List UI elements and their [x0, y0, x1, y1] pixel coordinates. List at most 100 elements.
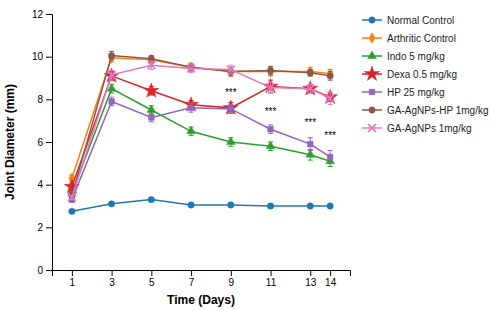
annotation: ***	[324, 130, 336, 141]
chart: 13579111314024681012Time (Days)Joint Dia…	[0, 0, 500, 310]
legend-label: Arthritic Control	[387, 33, 456, 44]
y-tick: 8	[37, 94, 52, 105]
legend-label: HP 25 mg/kg	[387, 87, 445, 98]
error-bar	[228, 105, 233, 114]
series-line	[72, 56, 330, 196]
x-tick-label: 11	[266, 277, 277, 288]
y-tick: 4	[37, 179, 52, 190]
y-tick-mark	[46, 185, 52, 186]
x-tick-mark	[231, 270, 232, 276]
point	[187, 65, 195, 73]
x-tick: 14	[325, 270, 337, 288]
x-tick: 11	[266, 270, 277, 288]
y-tick-label: 0	[37, 265, 43, 276]
legend-swatch-marker	[369, 107, 375, 113]
x-tick-label: 9	[229, 277, 235, 288]
y-tick-label: 6	[37, 137, 43, 148]
x-tick-mark	[271, 270, 272, 276]
legend-item: Dexa 0.5 mg/kg	[362, 66, 457, 80]
legend-label: Normal Control	[387, 15, 454, 26]
series	[64, 68, 337, 193]
x-tick: 3	[109, 270, 115, 288]
x-tick: 1	[70, 270, 76, 288]
plot-area	[64, 51, 337, 214]
error-bar	[328, 151, 333, 164]
point	[188, 62, 194, 73]
x-tick-label: 1	[70, 277, 76, 288]
point	[228, 106, 234, 112]
error-bar	[268, 125, 273, 134]
point	[227, 137, 236, 144]
legend-item: Normal Control	[362, 15, 454, 26]
x-axis-line	[53, 271, 351, 277]
point	[327, 154, 333, 160]
y-tick: 6	[37, 137, 52, 148]
y-tick: 2	[37, 222, 52, 233]
point	[144, 83, 159, 97]
point	[306, 85, 314, 93]
legend-label: Indo 5 mg/kg	[387, 51, 445, 62]
x-tick-label: 7	[189, 277, 195, 288]
error-bar	[308, 67, 313, 76]
x-tick-mark	[191, 270, 192, 276]
point	[108, 71, 116, 79]
point	[267, 66, 273, 77]
point	[228, 202, 234, 208]
point	[188, 105, 194, 111]
legend-swatch-marker	[364, 66, 379, 80]
point	[187, 126, 196, 133]
point	[266, 141, 275, 148]
annotation: ***	[225, 87, 237, 98]
y-axis: 0 2 4 6 8 10 12	[32, 9, 53, 276]
legend: Normal Control Arthritic Control Indo 5 mg…	[362, 15, 489, 134]
point	[307, 69, 313, 75]
point	[147, 105, 156, 112]
series-line	[72, 101, 330, 199]
legend-item: GA-AgNPs 1mg/kg	[362, 123, 471, 134]
y-tick-mark	[46, 14, 52, 15]
series-line	[72, 76, 330, 187]
point	[68, 194, 76, 202]
point	[307, 141, 313, 147]
y-tick: 12	[32, 9, 52, 20]
legend-item: Indo 5 mg/kg	[362, 51, 445, 62]
point	[307, 66, 313, 77]
point	[148, 61, 156, 69]
annotation: ***	[304, 117, 316, 128]
point	[267, 203, 273, 209]
y-tick-label: 8	[37, 94, 43, 105]
series-line	[72, 89, 330, 194]
point	[268, 126, 274, 132]
error-bar	[149, 113, 154, 122]
x-axis-title: Time (Days)	[167, 293, 235, 307]
series	[69, 51, 334, 198]
legend-label: Dexa 0.5 mg/kg	[387, 69, 457, 80]
error-bar	[328, 72, 333, 81]
y-tick-mark	[46, 142, 52, 143]
annotation: ***	[265, 106, 277, 117]
series-line	[72, 65, 330, 197]
y-tick: 0	[37, 265, 52, 276]
series	[68, 84, 335, 197]
series	[69, 196, 334, 214]
point	[327, 203, 333, 209]
y-axis-line	[46, 15, 53, 271]
x-tick-mark	[151, 270, 152, 276]
annotations: *** *** *** ***	[225, 87, 336, 141]
y-tick-mark	[46, 227, 52, 228]
point	[149, 115, 155, 121]
point	[227, 66, 235, 74]
y-tick-mark	[46, 99, 52, 100]
series	[68, 61, 334, 201]
y-tick-label: 4	[37, 179, 43, 190]
point	[148, 196, 154, 202]
legend-swatch-marker	[368, 124, 376, 132]
legend-label: GA-AgNPs-HP 1mg/kg	[387, 105, 489, 116]
x-tick-label: 3	[109, 277, 115, 288]
y-tick-label: 10	[32, 51, 44, 62]
legend-swatch-marker	[369, 33, 375, 44]
point	[69, 208, 75, 214]
x-tick-mark	[310, 270, 311, 276]
point	[327, 68, 333, 79]
legend-swatch-marker	[368, 51, 377, 58]
